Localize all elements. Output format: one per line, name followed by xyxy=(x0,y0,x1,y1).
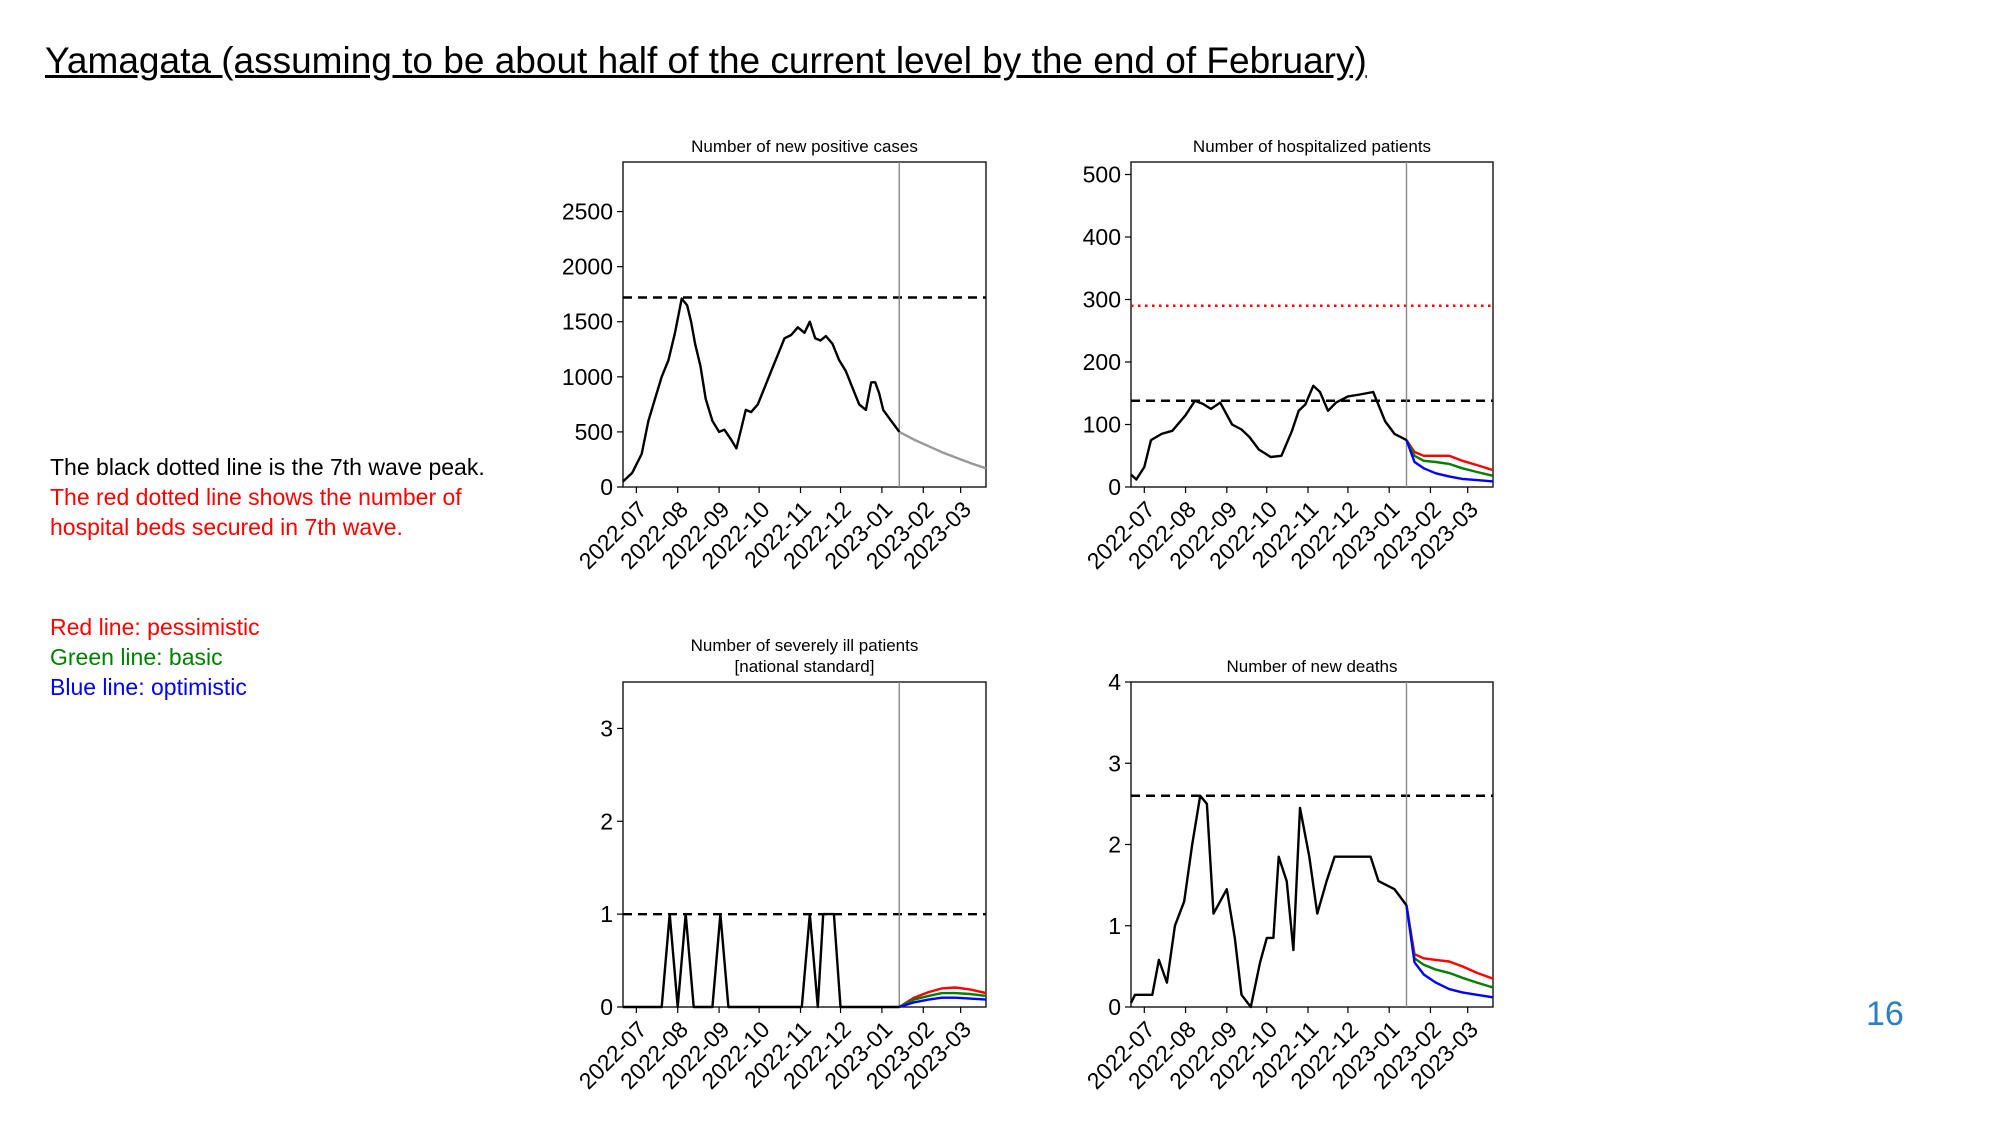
legend-pessimistic: Red line: pessimistic xyxy=(50,614,260,640)
series-basic xyxy=(898,991,987,1009)
series-pessimistic xyxy=(898,986,987,1009)
y-tick-label: 1000 xyxy=(562,364,613,390)
y-tick-label: 2000 xyxy=(562,254,613,280)
y-tick-label: 500 xyxy=(1083,162,1121,188)
plot-frame xyxy=(1130,161,1494,488)
chart-title-new-deaths: Number of new deaths xyxy=(1226,657,1397,676)
y-tick-label: 0 xyxy=(1108,994,1121,1020)
note-beds-line-1: The red dotted line shows the number of xyxy=(50,484,462,510)
y-tick-label: 3 xyxy=(600,715,613,741)
y-tick-label: 500 xyxy=(575,419,613,445)
y-tick-label: 2 xyxy=(1108,832,1121,858)
y-tick-label: 0 xyxy=(1108,474,1121,500)
plot-frame xyxy=(1130,681,1494,1008)
chart-hospitalized: Number of hospitalized patients 0 100 200 30… xyxy=(1082,137,1494,574)
chart-title-severely-ill-1: [national standard] xyxy=(735,657,875,676)
y-tick-label: 2500 xyxy=(562,199,613,225)
legend-basic: Green line: basic xyxy=(50,644,223,670)
series-optimistic xyxy=(1405,905,1494,999)
y-tick-label: 400 xyxy=(1083,224,1121,250)
plot-frame xyxy=(622,161,987,488)
series-basic xyxy=(1405,439,1494,477)
chart-title-severely-ill: Number of severely ill patients xyxy=(691,636,919,655)
plot-frame xyxy=(622,681,987,1008)
y-tick-label: 100 xyxy=(1083,412,1121,438)
page-number: 16 xyxy=(1866,995,1904,1033)
series-pessimistic xyxy=(1405,905,1494,980)
note-peak-line: The black dotted line is the 7th wave pe… xyxy=(50,454,485,480)
scenario-legend: Red line: pessimistic Green line: basic … xyxy=(50,612,260,702)
chart-new-deaths: Number of new deaths012342022-072022-082… xyxy=(1082,657,1494,1094)
series-actual xyxy=(1130,384,1408,481)
notes-block: The black dotted line is the 7th wave pe… xyxy=(50,452,485,542)
series-optimistic xyxy=(898,996,987,1009)
series-pessimistic xyxy=(1405,439,1494,472)
series-actual xyxy=(622,297,901,483)
y-tick-label: 0 xyxy=(600,994,613,1020)
series-actual xyxy=(1129,794,1408,1009)
chart-title-hospitalized: Number of hospitalized patients xyxy=(1193,137,1431,156)
y-tick-label: 1 xyxy=(1108,913,1121,939)
note-beds-line-2: hospital beds secured in 7th wave. xyxy=(50,514,403,540)
slide-title: Yamagata (assuming to be about half of t… xyxy=(45,40,1367,81)
y-tick-label: 3 xyxy=(1108,750,1121,776)
y-tick-label: 200 xyxy=(1083,349,1121,375)
chart-title-positive-cases: Number of new positive cases xyxy=(691,137,918,156)
series-optimistic xyxy=(1405,439,1494,483)
y-tick-label: 1 xyxy=(600,901,613,927)
y-tick-label: 300 xyxy=(1083,287,1121,313)
series-basic xyxy=(1405,905,1494,989)
y-tick-label: 2 xyxy=(600,808,613,834)
y-tick-label: 4 xyxy=(1108,669,1121,695)
series-actual xyxy=(623,912,900,1009)
series-forecast xyxy=(898,430,987,470)
chart-positive-cases: Number of new positive cases 0 500 1000 1500… xyxy=(562,137,987,574)
chart-severely-ill: Number of severely ill patients [national… xyxy=(574,636,987,1094)
y-tick-label: 0 xyxy=(600,474,613,500)
y-tick-label: 1500 xyxy=(562,309,613,335)
legend-optimistic: Blue line: optimistic xyxy=(50,674,247,700)
